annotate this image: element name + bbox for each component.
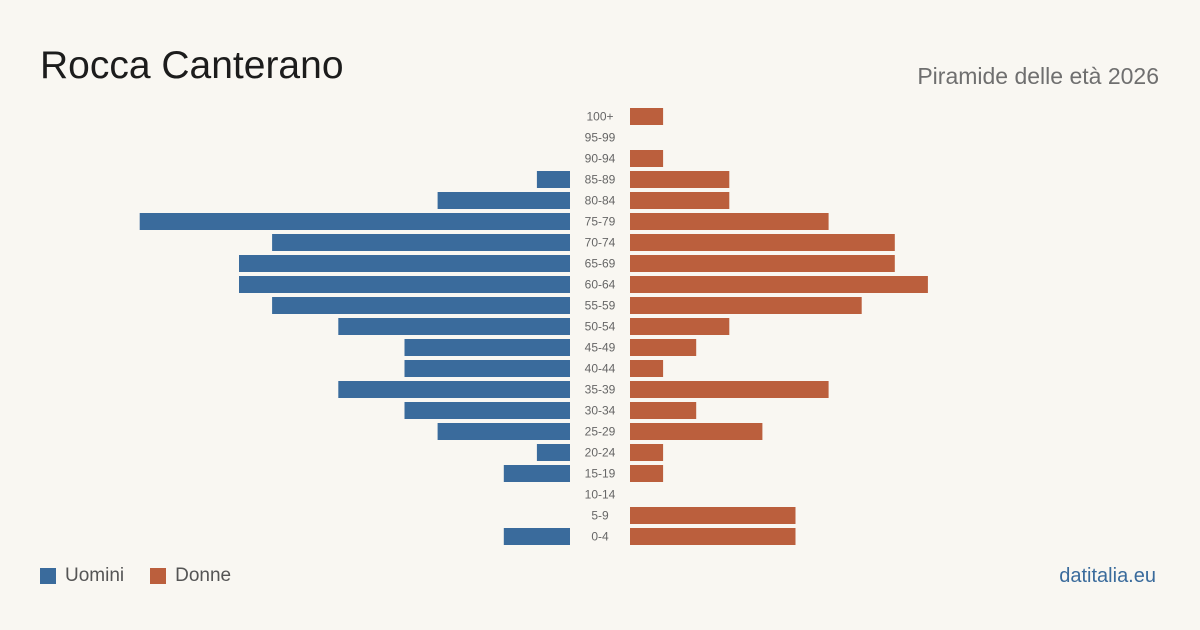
- age-group-label: 25-29: [585, 425, 616, 439]
- age-group-label: 10-14: [585, 488, 616, 502]
- legend-item-female: Donne: [150, 565, 231, 587]
- bar-female-0-4: [630, 528, 796, 545]
- bar-female-25-29: [630, 423, 763, 440]
- bar-female-60-64: [630, 276, 928, 293]
- bar-female-70-74: [630, 234, 895, 251]
- age-group-label: 80-84: [585, 194, 616, 208]
- bar-female-5-9: [630, 507, 796, 524]
- bar-female-65-69: [630, 255, 895, 272]
- age-group-label: 90-94: [585, 152, 616, 166]
- brand-link[interactable]: datitalia.eu: [1059, 565, 1156, 587]
- age-group-label: 5-9: [591, 509, 609, 523]
- legend-swatch-male: [40, 568, 56, 584]
- age-group-label: 95-99: [585, 131, 616, 145]
- bar-male-85-89: [536, 171, 570, 188]
- age-group-label: 50-54: [585, 320, 616, 334]
- age-group-label: 40-44: [585, 362, 616, 376]
- age-group-label: 75-79: [585, 215, 616, 229]
- bar-male-50-54: [338, 318, 570, 335]
- bar-male-40-44: [404, 360, 570, 377]
- bar-male-15-19: [503, 465, 570, 482]
- bar-female-90-94: [630, 150, 664, 167]
- age-group-label: 100+: [586, 110, 613, 124]
- bar-male-20-24: [536, 444, 570, 461]
- bar-female-20-24: [630, 444, 664, 461]
- bar-female-100+: [630, 108, 664, 125]
- legend-label-male: Uomini: [65, 565, 125, 586]
- bar-male-65-69: [239, 255, 570, 272]
- age-group-label: 35-39: [585, 383, 616, 397]
- bar-female-55-59: [630, 297, 862, 314]
- bar-female-30-34: [630, 402, 697, 419]
- bar-male-55-59: [272, 297, 570, 314]
- chart-legend: Uomini Donne: [40, 565, 257, 587]
- age-group-label: 20-24: [585, 446, 616, 460]
- bar-female-40-44: [630, 360, 664, 377]
- bar-male-80-84: [437, 192, 570, 209]
- age-group-label: 65-69: [585, 257, 616, 271]
- chart-title: Rocca Canterano: [40, 44, 344, 87]
- bar-female-35-39: [630, 381, 829, 398]
- bar-male-45-49: [404, 339, 570, 356]
- age-group-label: 55-59: [585, 299, 616, 313]
- bar-female-50-54: [630, 318, 730, 335]
- age-group-label: 0-4: [591, 530, 609, 544]
- bar-male-60-64: [239, 276, 570, 293]
- bar-female-75-79: [630, 213, 829, 230]
- bar-female-45-49: [630, 339, 697, 356]
- age-group-label: 45-49: [585, 341, 616, 355]
- legend-swatch-female: [150, 568, 167, 584]
- legend-item-male: Uomini: [40, 565, 124, 587]
- bar-male-70-74: [272, 234, 570, 251]
- bar-male-25-29: [437, 423, 570, 440]
- bar-female-80-84: [630, 192, 730, 209]
- chart-subtitle: Piramide delle età 2026: [917, 63, 1159, 89]
- age-group-label: 85-89: [585, 173, 616, 187]
- age-group-label: 60-64: [585, 278, 616, 292]
- bar-female-85-89: [630, 171, 730, 188]
- bar-male-30-34: [404, 402, 570, 419]
- legend-label-female: Donne: [175, 565, 232, 586]
- age-group-label: 30-34: [585, 404, 616, 418]
- bar-male-75-79: [139, 213, 570, 230]
- bar-male-0-4: [503, 528, 570, 545]
- bar-male-35-39: [338, 381, 570, 398]
- age-group-label: 15-19: [585, 467, 616, 481]
- age-group-label: 70-74: [585, 236, 616, 250]
- bar-female-15-19: [630, 465, 664, 482]
